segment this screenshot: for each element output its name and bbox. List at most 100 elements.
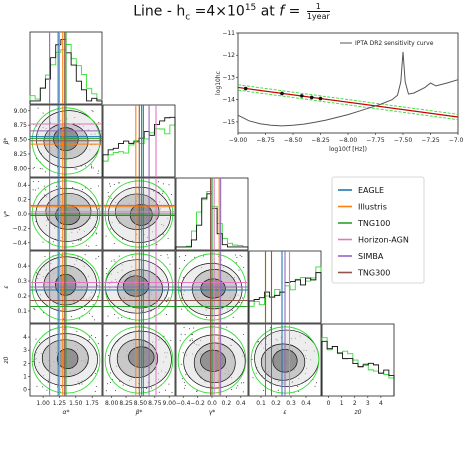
sample-point <box>153 240 155 242</box>
sample-point <box>95 226 97 228</box>
inset-frame <box>237 32 459 134</box>
corner-panel-z0-vs-γ*: −0.4 −0.2 0.0 0.2 0.4 γ* <box>175 323 249 416</box>
sample-point <box>238 269 240 271</box>
y-axis-label: z0 <box>3 356 10 364</box>
sample-point <box>94 337 96 339</box>
inset-y-tick-label: −11 <box>222 30 235 37</box>
sample-point <box>167 237 169 239</box>
x-tick-label: 0.0 <box>207 400 217 407</box>
x-tick-label: 8.50 <box>134 400 148 407</box>
sample-point <box>90 166 92 168</box>
sample-point <box>257 341 259 343</box>
legend-label-Illustris: Illustris <box>358 203 387 212</box>
sample-point <box>110 372 112 374</box>
sample-point <box>121 316 123 318</box>
corner-panel-β*-vs-α*: 8.00 8.25 8.50 8.75 9.00 β* <box>3 104 103 178</box>
sample-point <box>63 318 65 320</box>
x-axis-label: z0 <box>354 409 362 416</box>
sample-point <box>117 317 119 319</box>
x-axis-label: ε <box>283 409 287 416</box>
posterior-contour <box>200 278 226 299</box>
sample-point <box>179 267 181 269</box>
sample-point <box>180 363 182 365</box>
sample-point <box>171 194 173 196</box>
corner-panel-z0-vs-β*: 8.00 8.25 8.50 8.75 9.00 β* <box>102 323 177 416</box>
sample-point <box>193 327 195 329</box>
x-tick-label: 1.50 <box>69 400 83 407</box>
x-tick-label: 0.2 <box>271 400 281 407</box>
sample-point <box>160 254 162 256</box>
sample-point <box>42 386 44 388</box>
sample-point <box>39 168 41 170</box>
sample-point <box>181 297 183 299</box>
sample-point <box>180 333 182 335</box>
strain-point <box>309 95 314 100</box>
x-tick-label: 0.4 <box>301 400 311 407</box>
sample-point <box>185 255 187 257</box>
corner-panel-ε-vs-γ* <box>175 250 249 324</box>
sample-point <box>107 315 109 317</box>
sample-point <box>98 185 100 187</box>
sample-point <box>158 181 160 183</box>
sample-point <box>76 168 78 170</box>
sample-point <box>82 188 84 190</box>
sample-point <box>114 261 116 263</box>
sample-point <box>91 334 93 336</box>
y-tick-label: 0.4 <box>17 182 27 189</box>
x-tick-label: 0 <box>327 400 331 407</box>
sample-point <box>243 266 245 268</box>
y-tick-label: 1 <box>23 373 27 380</box>
legend-label-TNG300: TNG300 <box>357 269 390 278</box>
x-tick-label: 8.75 <box>148 400 162 407</box>
sample-point <box>33 307 35 309</box>
sample-point <box>158 391 160 393</box>
sample-point <box>74 168 76 170</box>
y-tick-label: 0.2 <box>17 197 27 204</box>
x-tick-label: 2 <box>353 400 357 407</box>
sample-point <box>32 360 34 362</box>
sample-point <box>122 384 124 386</box>
y-tick-label: 0.1 <box>17 308 27 315</box>
sample-point <box>71 187 73 189</box>
inset-y-axis-label: log10hc <box>215 71 222 95</box>
y-tick-label: 9.00 <box>14 108 28 115</box>
title-frac-num: 1 <box>306 2 330 12</box>
sample-point <box>109 183 111 185</box>
x-axis-label: γ* <box>209 409 216 416</box>
strain-point <box>280 91 284 96</box>
y-tick-label: −0.4 <box>12 240 27 247</box>
sample-point <box>277 389 279 391</box>
sample-point <box>79 318 81 320</box>
sample-point <box>255 372 257 374</box>
sample-point <box>80 238 82 240</box>
sample-point <box>146 388 148 390</box>
sample-point <box>118 255 120 257</box>
sample-point <box>183 327 185 329</box>
sample-point <box>37 187 39 189</box>
sample-point <box>84 165 86 167</box>
sample-point <box>252 377 254 379</box>
sample-point <box>164 389 166 391</box>
corner-panel-γ*-vs-β* <box>102 177 176 251</box>
sample-point <box>88 245 90 247</box>
title-eq: = <box>284 3 305 20</box>
sample-point <box>239 254 241 256</box>
sample-point <box>314 385 316 387</box>
sample-point <box>77 256 79 258</box>
sample-point <box>196 390 198 392</box>
x-tick-label: 9.00 <box>163 400 177 407</box>
x-tick-label: 4 <box>379 400 383 407</box>
sample-point <box>234 254 236 256</box>
sample-point <box>236 256 238 258</box>
y-tick-label: 2 <box>23 360 27 367</box>
x-tick-label: 1.25 <box>53 400 67 407</box>
sample-point <box>298 391 300 393</box>
corner-panel-z0-vs-α*: 1.00 1.25 1.50 1.75 α* 0 1 2 3 4 z0 <box>3 323 103 416</box>
inset-y-tick-label: −12 <box>222 52 235 59</box>
sample-point <box>35 338 37 340</box>
sample-point <box>189 340 191 342</box>
sample-point <box>94 390 96 392</box>
sample-point <box>168 383 170 385</box>
inset-x-tick-label: −8.50 <box>284 137 303 144</box>
